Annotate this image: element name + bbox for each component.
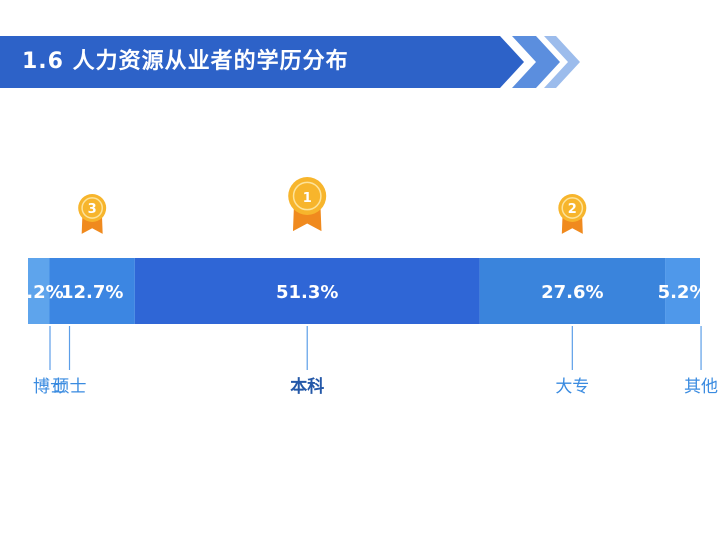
medal-number-2: 3 — [88, 202, 97, 217]
value-label-0: 3.2% — [14, 282, 64, 303]
value-label-4: 5.2% — [658, 282, 708, 303]
value-label-3: 27.6% — [541, 282, 603, 303]
category-label-2: 本科 — [290, 376, 324, 397]
medal-硕士: 3 — [78, 194, 107, 234]
value-label-2: 51.3% — [276, 282, 338, 303]
medal-大专: 2 — [558, 194, 587, 234]
header-banner — [0, 36, 580, 88]
segment-value-labels: 3.2%12.7% 51.3% 27.6% 5.2% — [14, 282, 708, 303]
bar-segment-2 — [134, 258, 480, 324]
category-label-1: 硕士 — [53, 377, 87, 397]
value-label-1: 12.7% — [61, 282, 123, 303]
medal-ring-1 — [561, 197, 584, 219]
medal-ring-0 — [292, 181, 322, 211]
bar-segment-1 — [49, 258, 135, 324]
bar-segment-3 — [479, 258, 666, 324]
bar-segment-4 — [665, 258, 700, 324]
medal-本科: 1 — [288, 177, 327, 232]
category-label-0: 博士 — [33, 377, 67, 397]
stacked-bar — [28, 258, 700, 324]
category-leader-lines — [49, 326, 702, 370]
bar-segment-0 — [28, 258, 50, 324]
medal-number-1: 2 — [568, 202, 577, 217]
category-label-3: 大专 — [555, 377, 589, 397]
rank-medals: 1 2 3 — [78, 177, 587, 234]
page-title: 1.6 人力资源从业者的学历分布 — [22, 49, 349, 74]
category-label-4: 其他 — [684, 377, 718, 397]
medal-ring-2 — [81, 197, 104, 219]
medal-number-0: 1 — [303, 191, 312, 206]
